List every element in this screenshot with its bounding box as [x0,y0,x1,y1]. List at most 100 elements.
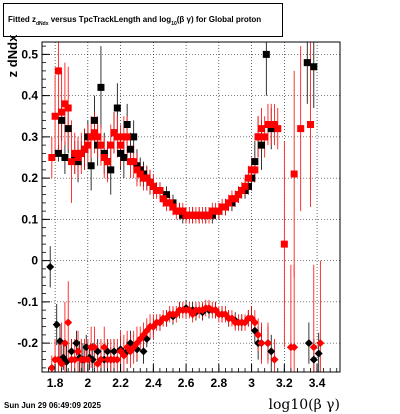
marker-square-red [238,187,246,194]
marker-square-red [297,125,305,133]
marker-square-red [166,199,174,207]
title-part2: versus TpcTrackLength and log [48,15,172,24]
marker-square-red [123,133,131,141]
marker-square-red [274,125,282,133]
marker-diamond-black [88,355,97,364]
marker-square-black [117,149,125,157]
x-tick-label: 3 [248,376,255,390]
marker-diamond-red [90,343,99,352]
y-tick-label: 0.3 [21,130,38,144]
marker-square-black [303,59,311,67]
marker-square-black [90,116,98,124]
marker-square-black [257,141,265,149]
marker-square-red [84,141,92,149]
marker-square-red [307,121,315,128]
marker-diamond-black [314,349,323,358]
marker-diamond-red [96,355,105,364]
marker-square-red [234,191,242,199]
x-tick-label: 2.8 [210,376,227,390]
marker-square-red [90,129,98,137]
marker-square-black [133,162,141,170]
marker-square-red [81,145,89,153]
marker-square-red [159,195,167,203]
marker-square-red [71,149,79,157]
x-tick-labels: 1.8 2 2.2 2.4 2.6 2.8 3 3.2 3.4 [47,376,326,390]
marker-square-red [143,174,151,182]
marker-square-black [61,154,69,161]
marker-square-red [61,100,69,108]
marker-square-red [113,133,121,141]
marker-diamond-black [67,347,76,356]
marker-diamond-black [267,347,276,356]
marker-square-black [97,83,105,91]
marker-square-red [146,178,154,186]
marker-square-red [51,112,59,120]
marker-diamond-red [74,347,83,356]
y-tick-label: -0.1 [17,295,38,309]
x-tick-label: 2.4 [145,376,162,390]
marker-diamond-black [72,339,81,348]
x-tick-label: 2 [85,376,92,390]
marker-square-black [262,50,270,58]
y-tick-label: 0.1 [21,212,38,226]
marker-square-red [280,240,288,248]
marker-square-black [162,191,170,199]
marker-square-black [58,116,66,124]
marker-square-red [290,170,298,178]
marker-square-black [64,125,72,133]
y-tick-label: -0.2 [17,336,38,350]
marker-square-red [94,133,102,141]
marker-diamond-red [60,339,69,348]
marker-diamond-red [57,359,66,368]
x-tick-label: 2.2 [112,376,129,390]
marker-square-red [156,187,164,194]
marker-square-red [231,195,239,203]
marker-square-black [267,125,275,133]
marker-square-black [130,133,138,141]
marker-diamond-red [113,355,122,364]
marker-diamond-red [270,355,279,364]
title-box: Fitted zdNdx versus TpcTrackLength and l… [3,3,283,37]
marker-square-red [107,141,115,149]
marker-square-black [310,63,318,71]
marker-square-red [110,129,118,137]
marker-diamond-red [47,363,56,372]
marker-square-red [136,170,144,178]
x-tick-label: 3.2 [276,376,293,390]
x-tick-label: 1.8 [47,376,64,390]
marker-square-black [123,121,131,128]
marker-square-red [205,211,213,219]
title-part1: Fitted z [8,15,36,24]
marker-square-red [74,154,82,161]
marker-diamond-red [70,355,79,364]
title-sub2: 10 [171,21,177,27]
marker-diamond-black [304,339,313,348]
marker-diamond-black [46,262,55,271]
marker-square-black [120,154,128,161]
y-tick-label: 0.5 [21,47,38,61]
marker-square-red [241,182,249,190]
marker-square-black [251,158,259,166]
marker-square-red [48,154,56,161]
chart-title: Fitted zdNdx versus TpcTrackLength and l… [8,15,261,27]
marker-square-red [149,182,157,190]
marker-square-red [64,104,72,112]
y-tick-label: 0.2 [21,171,38,185]
marker-square-red [54,67,62,75]
marker-square-red [77,149,85,157]
marker-square-red [179,207,187,215]
marker-square-red [244,174,252,182]
data-markers [46,50,325,372]
marker-square-red [261,133,269,141]
marker-square-black [54,149,62,157]
footer-timestamp: Sun Jun 29 06:49:09 2025 [4,401,101,410]
marker-square-red [87,133,95,141]
marker-diamond-red [309,343,318,352]
marker-diamond-red [100,343,109,352]
y-tick-label: 0.4 [21,89,38,103]
marker-diamond-red [119,351,128,360]
marker-diamond-red [263,339,272,348]
marker-square-red [58,108,66,116]
plot-frame [41,41,341,373]
